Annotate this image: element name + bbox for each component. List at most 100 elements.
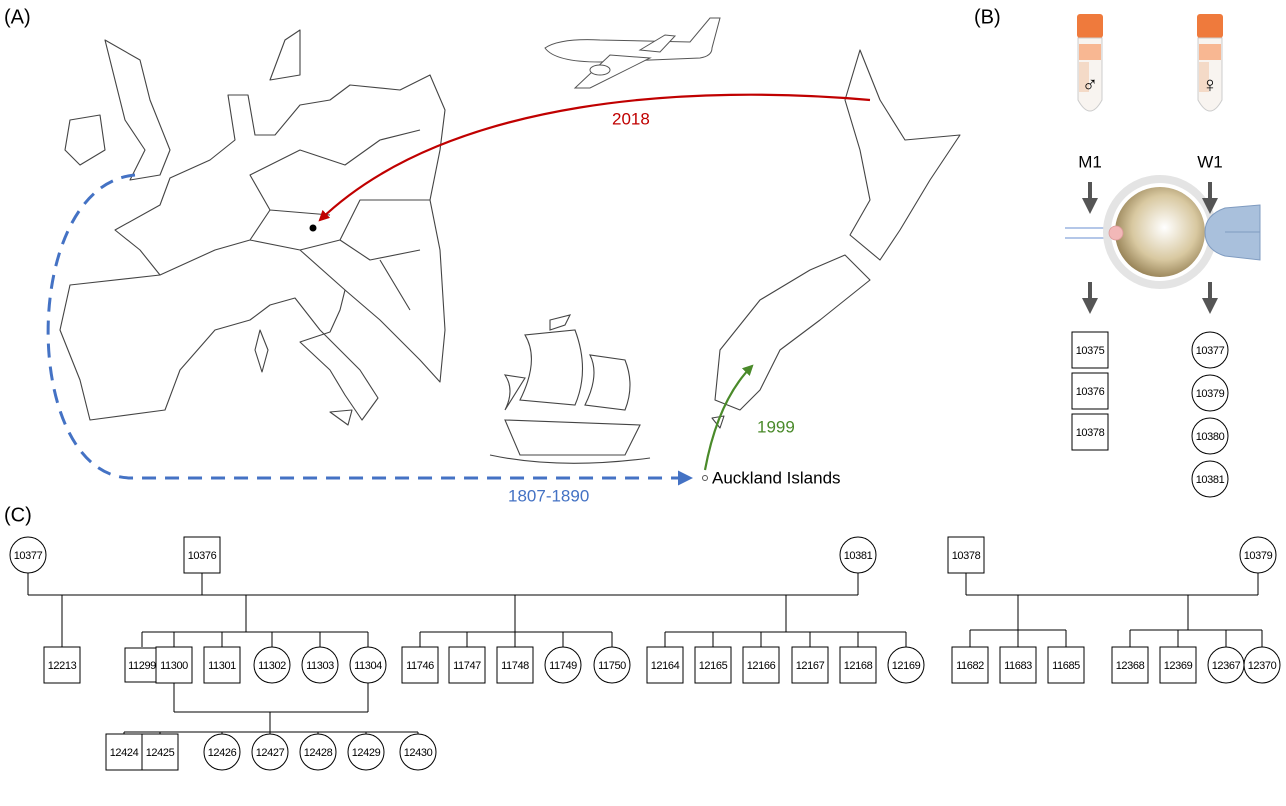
individual-id: 10377 bbox=[14, 550, 43, 562]
female-symbol bbox=[1191, 460, 1229, 498]
individual-id: 11747 bbox=[453, 660, 481, 672]
individual-id: 12168 bbox=[844, 660, 873, 672]
individual-id: 10375 bbox=[1076, 345, 1105, 357]
individual-id: 12427 bbox=[256, 747, 285, 759]
individual-id: 12369 bbox=[1164, 660, 1193, 672]
male-symbol bbox=[1071, 331, 1109, 369]
male-symbol bbox=[1071, 372, 1109, 410]
male-symbol bbox=[951, 646, 989, 684]
individual-id: 11304 bbox=[354, 660, 382, 672]
female-symbol bbox=[301, 646, 339, 684]
male-symbol bbox=[947, 536, 985, 574]
female-symbol bbox=[1191, 331, 1229, 369]
female-symbol bbox=[1191, 417, 1229, 455]
male-symbol bbox=[742, 646, 780, 684]
airplane bbox=[544, 17, 721, 89]
individual-id: 12167 bbox=[796, 660, 825, 672]
male-symbol bbox=[1047, 646, 1085, 684]
female-symbol bbox=[1191, 374, 1229, 412]
individual-id: 11301 bbox=[208, 660, 236, 672]
pedigree-lines bbox=[27, 573, 1263, 734]
male-symbol bbox=[183, 536, 221, 574]
individual-id: 10381 bbox=[844, 550, 873, 562]
male-symbol bbox=[124, 647, 160, 683]
male-symbol bbox=[791, 646, 829, 684]
female-symbol bbox=[1239, 536, 1277, 574]
male-symbol bbox=[1159, 646, 1197, 684]
individual-id: 11685 bbox=[1052, 660, 1080, 672]
individual-id: 10376 bbox=[188, 550, 217, 562]
individual-id: 12370 bbox=[1248, 660, 1277, 672]
location-dot bbox=[309, 224, 317, 232]
injection bbox=[1065, 175, 1261, 289]
male-symbol bbox=[43, 646, 81, 684]
male-symbol bbox=[448, 646, 486, 684]
route-arrow bbox=[46, 173, 693, 486]
individual-id: 10381 bbox=[1196, 474, 1225, 486]
individual-id: 11682 bbox=[956, 660, 984, 672]
female-symbol bbox=[253, 646, 291, 684]
donor-name: M1 bbox=[1078, 152, 1102, 171]
female-symbol bbox=[1243, 646, 1281, 684]
individual-id: 11299 bbox=[128, 660, 156, 672]
individual-id: 10379 bbox=[1196, 388, 1225, 400]
individual-id: 12367 bbox=[1212, 660, 1241, 672]
female-symbol bbox=[9, 536, 47, 574]
individual-id: 11302 bbox=[258, 660, 286, 672]
donor-name: W1 bbox=[1197, 152, 1223, 171]
individual-id: 12165 bbox=[699, 660, 728, 672]
individual-id: 12429 bbox=[352, 747, 381, 759]
individual-id: 12164 bbox=[651, 660, 680, 672]
individual-id: 11683 bbox=[1004, 660, 1032, 672]
individual-id: 10378 bbox=[952, 550, 981, 562]
male-symbol bbox=[141, 733, 179, 771]
individual-id: 10379 bbox=[1244, 550, 1273, 562]
tube-label bbox=[1079, 44, 1101, 60]
route-label: 1807-1890 bbox=[508, 486, 589, 505]
europe-map bbox=[59, 29, 446, 426]
female-symbol bbox=[203, 733, 241, 771]
individual-id: 10377 bbox=[1196, 345, 1225, 357]
individual-id: 10376 bbox=[1076, 386, 1105, 398]
tube-cap bbox=[1197, 14, 1223, 38]
individual-id: 11749 bbox=[549, 660, 577, 672]
individual-id: 12213 bbox=[48, 660, 77, 672]
panel-label: (C) bbox=[4, 504, 32, 526]
place-label: Auckland Islands bbox=[712, 468, 841, 487]
tube-label bbox=[1079, 62, 1089, 92]
individual-id: 12430 bbox=[404, 747, 433, 759]
individual-id: 11750 bbox=[598, 660, 626, 672]
route-arrow bbox=[703, 364, 754, 471]
male-symbol bbox=[646, 646, 684, 684]
female-symbol bbox=[347, 733, 385, 771]
tube-label bbox=[1199, 44, 1221, 60]
individual-id: 12424 bbox=[110, 747, 139, 759]
female-symbol bbox=[544, 646, 582, 684]
male-symbol bbox=[203, 646, 241, 684]
route-label: 2018 bbox=[612, 109, 650, 128]
male-symbol bbox=[155, 646, 193, 684]
individual-id: 12426 bbox=[208, 747, 237, 759]
panel-label: (B) bbox=[974, 6, 1001, 28]
female-symbol bbox=[251, 733, 289, 771]
individual-id: 11746 bbox=[406, 660, 434, 672]
island-marker bbox=[702, 475, 708, 481]
male-symbol bbox=[401, 646, 439, 684]
female-symbol bbox=[399, 733, 437, 771]
female-symbol bbox=[593, 646, 631, 684]
individual-id: 12428 bbox=[304, 747, 333, 759]
ship bbox=[489, 314, 651, 464]
tube-cap bbox=[1077, 14, 1103, 38]
individual-id: 11300 bbox=[160, 660, 188, 672]
male-symbol bbox=[1071, 413, 1109, 451]
individual-id: 10380 bbox=[1196, 431, 1225, 443]
tube-label bbox=[1199, 62, 1209, 92]
individual-id: 10378 bbox=[1076, 427, 1105, 439]
individual-id: 12169 bbox=[892, 660, 921, 672]
individual-id: 11303 bbox=[306, 660, 334, 672]
new-zealand-map bbox=[711, 49, 961, 429]
female-symbol bbox=[349, 646, 387, 684]
sex-symbol: ♀ bbox=[1202, 72, 1219, 97]
male-symbol bbox=[496, 646, 534, 684]
